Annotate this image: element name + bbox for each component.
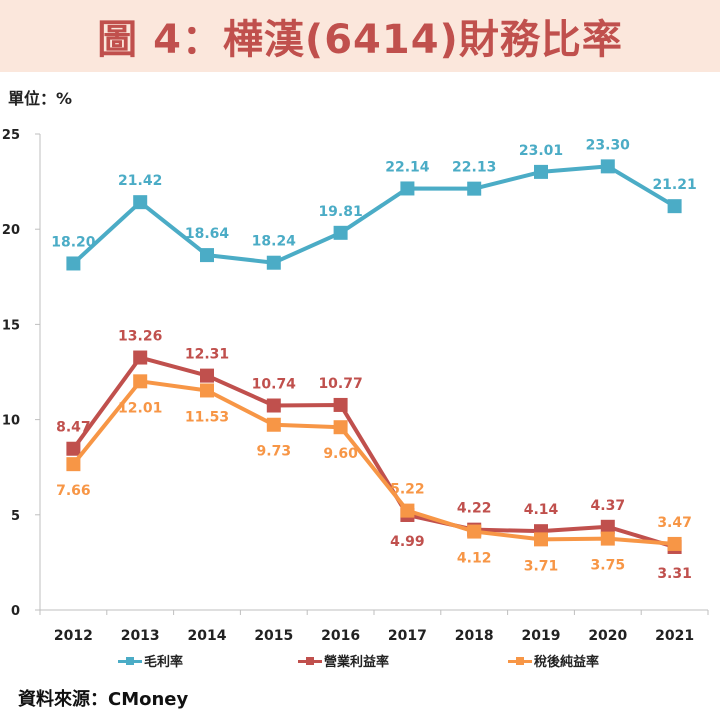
x-tick-label: 2021 — [655, 628, 694, 644]
data-point-marker — [333, 420, 348, 435]
data-label: 8.47 — [56, 420, 91, 436]
chart-legend: 毛利率 營業利益率 稅後純益率 — [0, 651, 720, 671]
data-label: 5.22 — [390, 482, 425, 498]
x-tick-label: 2013 — [121, 628, 160, 644]
data-label: 21.42 — [118, 173, 162, 189]
series-line-2 — [71, 379, 675, 546]
data-label: 12.01 — [118, 400, 162, 416]
data-point-marker — [133, 350, 148, 365]
data-label: 10.77 — [318, 376, 362, 392]
data-point-marker — [600, 159, 615, 174]
legend-item-operating-margin: 營業利益率 — [298, 651, 389, 670]
data-point-marker — [667, 199, 682, 214]
data-label: 18.64 — [185, 226, 230, 242]
data-label: 9.60 — [323, 446, 358, 462]
data-label: 12.31 — [185, 347, 229, 363]
y-tick-label: 25 — [2, 128, 20, 143]
data-label: 4.14 — [524, 502, 559, 518]
data-point-marker — [200, 383, 214, 398]
data-point-marker — [200, 368, 214, 383]
data-point-marker — [266, 398, 281, 413]
data-point-marker — [400, 503, 415, 518]
legend-label: 毛利率 — [144, 655, 184, 670]
y-tick-label: 15 — [2, 318, 20, 333]
data-point-marker — [66, 256, 81, 271]
data-point-marker — [534, 532, 548, 547]
data-label: 21.21 — [652, 177, 696, 193]
data-label: 13.26 — [118, 329, 162, 345]
data-label: 18.20 — [51, 234, 96, 250]
page-title: 圖 4：樺漢(6414)財務比率 — [97, 17, 623, 63]
y-tick-label: 20 — [2, 223, 20, 238]
data-label: 7.66 — [56, 483, 91, 499]
data-point-marker — [266, 417, 281, 432]
data-label: 3.31 — [657, 566, 692, 582]
data-point-marker — [467, 524, 482, 539]
x-tick-label: 2012 — [54, 628, 93, 644]
legend-item-net-margin: 稅後純益率 — [508, 651, 599, 670]
legend-item-gross-margin: 毛利率 — [118, 651, 183, 670]
y-tick-label: 0 — [11, 604, 20, 619]
series-line-0 — [72, 164, 676, 265]
data-point-marker — [667, 536, 682, 551]
data-label: 4.22 — [457, 501, 492, 517]
legend-label: 稅後純益率 — [534, 655, 600, 670]
x-tick-label: 2015 — [254, 628, 293, 644]
data-label: 4.12 — [457, 551, 492, 567]
data-label: 4.37 — [591, 498, 626, 514]
data-label: 3.71 — [524, 558, 559, 574]
x-tick-label: 2014 — [188, 628, 227, 644]
data-point-marker — [133, 374, 148, 389]
y-tick-label: 5 — [11, 509, 20, 524]
data-point-marker — [66, 441, 81, 456]
data-label: 11.53 — [185, 409, 229, 425]
data-label: 3.47 — [657, 515, 692, 531]
data-point-marker — [66, 457, 81, 472]
data-label: 3.75 — [591, 558, 626, 574]
x-tick-label: 2016 — [321, 628, 360, 644]
data-label: 23.30 — [586, 137, 631, 153]
data-point-marker — [333, 397, 348, 412]
data-label: 10.74 — [252, 377, 297, 393]
data-label: 4.99 — [390, 534, 425, 550]
data-point-marker — [400, 181, 415, 196]
x-tick-label: 2019 — [522, 628, 561, 644]
data-point-marker — [467, 181, 482, 196]
data-point-marker — [266, 255, 281, 270]
legend-swatch-icon — [118, 655, 142, 667]
x-tick-label: 2018 — [455, 628, 494, 644]
data-label: 22.13 — [452, 160, 496, 176]
data-label: 23.01 — [519, 143, 563, 159]
data-label: 9.73 — [257, 444, 292, 460]
legend-swatch-icon — [298, 655, 322, 667]
y-tick-label: 10 — [2, 414, 20, 429]
data-point-marker — [534, 164, 548, 179]
data-label: 18.24 — [252, 234, 297, 250]
data-point-marker — [333, 225, 348, 240]
legend-swatch-icon — [508, 655, 532, 667]
legend-label: 營業利益率 — [324, 655, 390, 670]
data-point-marker — [133, 195, 148, 210]
data-point-marker — [600, 519, 615, 534]
series-line-1 — [71, 355, 676, 549]
x-tick-label: 2017 — [388, 628, 427, 644]
data-point-marker — [200, 248, 214, 263]
source-note: 資料來源：CMoney — [18, 689, 189, 710]
title-banner: 圖 4：樺漢(6414)財務比率 — [0, 0, 720, 72]
data-point-marker — [600, 531, 615, 546]
data-label: 22.14 — [385, 159, 430, 175]
unit-label: 單位：% — [8, 89, 73, 108]
x-tick-label: 2020 — [588, 628, 627, 644]
data-label: 19.81 — [318, 204, 362, 220]
